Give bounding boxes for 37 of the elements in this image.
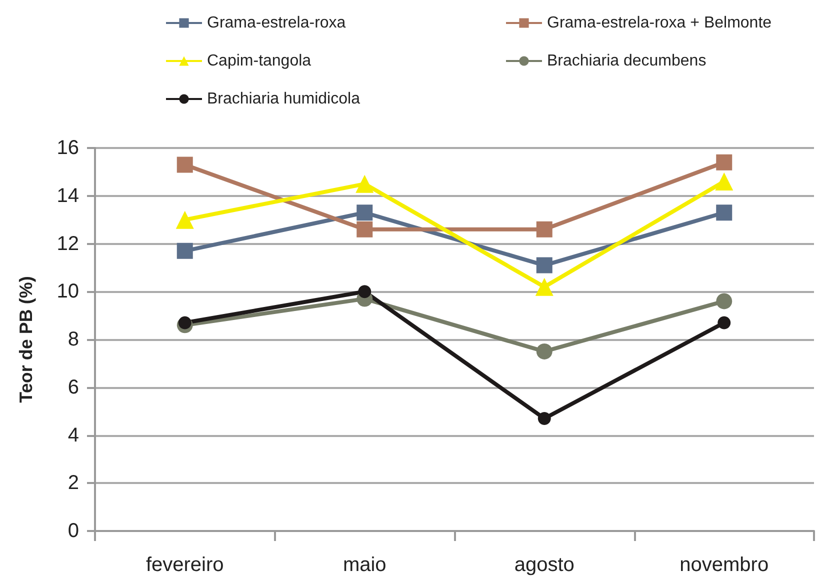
point	[715, 172, 734, 191]
x-tick-label: maio	[342, 554, 386, 576]
y-tick-label: 16	[56, 137, 79, 159]
y-tick-label: 14	[56, 184, 79, 207]
point	[535, 278, 554, 296]
point	[358, 285, 372, 298]
point	[178, 316, 192, 330]
point	[356, 221, 373, 238]
x-tick-label: novembro	[680, 554, 769, 576]
point	[536, 221, 552, 238]
point	[716, 204, 732, 221]
legend-label: Grama-estrela-roxa + Belmonte	[547, 14, 772, 32]
x-tick-label: fevereiro	[146, 554, 224, 576]
point	[718, 316, 731, 330]
point	[538, 412, 551, 425]
point	[536, 343, 552, 360]
y-tick-label: 2	[68, 472, 79, 494]
y-axis-title: Teor de PB (%)	[16, 276, 36, 403]
point	[356, 204, 373, 221]
legend-label: Brachiaria humidicola	[207, 90, 360, 108]
y-tick-label: 4	[68, 424, 79, 446]
legend-label: Capim-tangola	[207, 52, 312, 70]
point	[716, 154, 732, 170]
point	[176, 210, 194, 229]
y-tick-label: 10	[56, 280, 79, 303]
y-tick-label: 6	[68, 376, 79, 398]
x-tick-label: agosto	[514, 554, 574, 576]
y-tick-label: 0	[68, 520, 79, 542]
point	[536, 257, 552, 274]
point	[716, 293, 732, 310]
legend-label: Brachiaria decumbens	[547, 52, 706, 70]
legend-label: Grama-estrela-roxa	[207, 14, 346, 32]
point	[356, 174, 374, 193]
point	[176, 156, 193, 173]
y-tick-label: 8	[68, 328, 79, 350]
y-tick-label: 12	[56, 232, 79, 255]
point	[176, 242, 193, 259]
